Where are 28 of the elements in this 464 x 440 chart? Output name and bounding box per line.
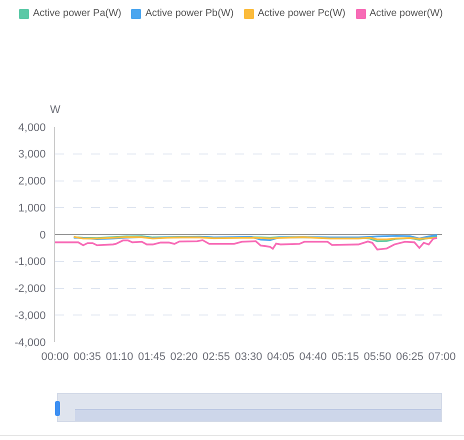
y-tick-label: 2,000 [18, 176, 46, 188]
legend-label: Active power Pb(W) [145, 8, 234, 20]
line-series [55, 237, 438, 250]
x-tick-label: 03:30 [234, 351, 262, 363]
x-tick-label: 06:25 [396, 351, 424, 363]
y-axis-title: W [50, 104, 61, 116]
y-tick-label: 0 [40, 229, 46, 242]
x-tick-label: 01:10 [106, 351, 134, 363]
legend-label: Active power Pa(W) [33, 8, 122, 20]
y-tick-label: -4,000 [14, 336, 46, 349]
legend-label: Active power(W) [370, 8, 443, 20]
legend-label: Active power Pc(W) [258, 8, 346, 20]
y-tick-label: -1,000 [14, 256, 46, 268]
y-tick-label: 1,000 [18, 202, 46, 214]
y-tick-label: -3,000 [14, 310, 46, 322]
y-tick-label: -2,000 [14, 283, 46, 296]
y-tick-label: 3,000 [18, 148, 46, 161]
x-tick-label: 05:15 [331, 351, 360, 363]
x-tick-label: 00:00 [41, 351, 69, 363]
x-tick-label: 02:55 [202, 351, 230, 363]
x-tick-label: 00:35 [73, 351, 102, 363]
x-tick-label: 04:05 [266, 351, 295, 363]
x-tick-label: 01:45 [138, 351, 166, 363]
x-tick-label: 02:20 [170, 351, 198, 363]
x-tick-label: 05:50 [364, 351, 392, 363]
y-tick-label: 4,000 [18, 122, 46, 134]
x-tick-label: 04:40 [299, 351, 327, 363]
x-tick-label: 07:00 [428, 351, 456, 363]
